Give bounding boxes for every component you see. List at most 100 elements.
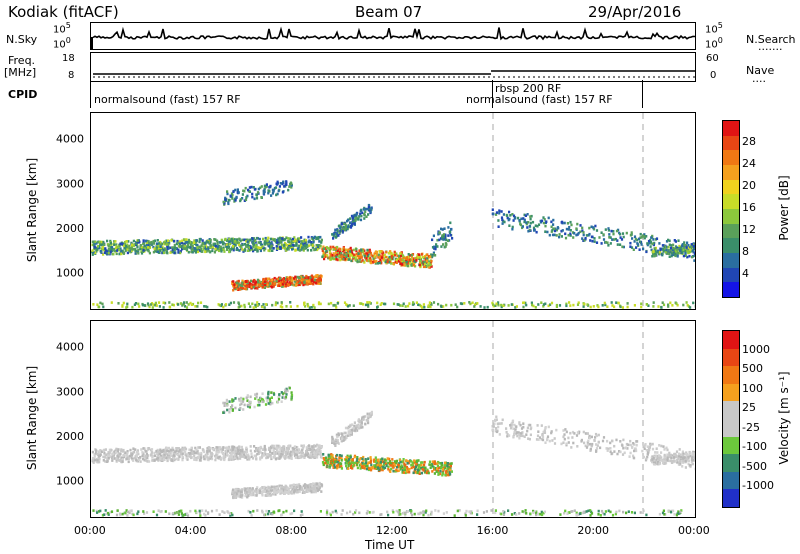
range-gate-cell xyxy=(364,415,367,418)
range-gate-cell xyxy=(264,277,267,281)
range-gate-cell xyxy=(309,282,312,285)
range-gate-cell xyxy=(285,453,288,456)
range-gate-cell xyxy=(426,256,429,260)
range-gate-cell xyxy=(144,459,147,462)
range-gate-cell xyxy=(352,429,355,432)
range-gate-cell xyxy=(349,258,352,261)
range-gate-cell xyxy=(142,457,145,461)
range-gate-cell xyxy=(450,228,453,231)
range-gate-cell xyxy=(146,241,149,244)
range-gate-cell xyxy=(672,243,675,247)
range-gate-cell xyxy=(160,243,163,246)
range-gate-cell xyxy=(262,246,265,250)
range-gate-cell xyxy=(243,453,246,456)
range-gate-cell xyxy=(303,491,306,494)
range-gate-cell xyxy=(443,464,446,467)
range-gate-cell xyxy=(202,245,205,249)
range-gate-cell xyxy=(449,221,452,225)
range-gate-cell xyxy=(555,428,558,432)
range-gate-cell xyxy=(191,248,194,251)
range-gate-cell xyxy=(352,220,355,223)
range-gate-cell xyxy=(378,261,382,265)
range-gate-cell xyxy=(565,302,568,306)
range-gate-cell xyxy=(258,237,261,241)
range-gate-cell xyxy=(369,456,372,459)
range-gate-cell xyxy=(232,488,235,492)
range-gate-cell xyxy=(650,236,653,239)
range-gate-cell xyxy=(213,250,216,254)
range-gate-cell xyxy=(330,301,333,305)
range-gate-cell xyxy=(266,398,269,402)
range-gate-cell xyxy=(450,303,453,307)
range-gate-cell xyxy=(289,237,292,240)
range-gate-cell xyxy=(91,249,94,252)
range-gate-cell xyxy=(264,448,267,451)
range-gate-cell xyxy=(234,492,237,495)
range-gate-cell xyxy=(419,461,423,464)
range-gate-cell xyxy=(441,235,444,239)
range-gate-cell xyxy=(109,245,112,249)
range-gate-cell xyxy=(102,253,105,256)
range-gate-cell xyxy=(633,235,637,238)
range-gate-cell xyxy=(134,252,137,255)
range-gate-cell xyxy=(205,245,208,248)
range-gate-cell xyxy=(183,244,186,248)
range-gate-cell xyxy=(259,241,262,245)
range-gate-cell xyxy=(319,235,322,239)
range-gate-cell xyxy=(122,301,125,305)
range-gate-cell xyxy=(221,242,225,246)
range-gate-cell xyxy=(328,256,331,260)
range-gate-cell xyxy=(91,240,94,244)
range-gate-cell xyxy=(148,246,151,249)
range-gate-cell xyxy=(671,304,674,307)
range-gate-cell xyxy=(251,247,254,251)
range-gate-cell xyxy=(209,457,212,460)
range-gate-cell xyxy=(553,233,556,237)
range-gate-cell xyxy=(350,259,353,263)
range-gate-cell xyxy=(662,303,666,307)
range-gate-cell xyxy=(238,305,241,308)
range-gate-cell xyxy=(366,259,369,262)
range-gate-cell xyxy=(419,261,422,265)
range-gate-cell xyxy=(329,257,333,261)
range-gate-cell xyxy=(172,457,175,460)
range-gate-cell xyxy=(340,222,344,226)
range-gate-cell xyxy=(389,464,392,467)
range-gate-cell xyxy=(685,246,688,249)
range-gate-cell xyxy=(228,250,231,254)
range-gate-cell xyxy=(360,256,363,259)
range-gate-cell xyxy=(342,257,345,261)
range-gate-cell xyxy=(228,240,231,243)
range-gate-cell xyxy=(322,457,325,460)
range-gate-cell xyxy=(292,483,295,487)
range-gate-cell xyxy=(388,457,391,461)
range-gate-cell xyxy=(236,248,239,252)
range-gate-cell xyxy=(124,249,127,253)
range-gate-cell xyxy=(173,246,177,249)
range-gate-cell xyxy=(269,284,272,288)
range-gate-cell xyxy=(275,279,278,283)
range-gate-cell xyxy=(269,247,272,250)
range-gate-cell xyxy=(205,240,208,244)
range-gate-cell xyxy=(322,251,325,255)
range-gate-cell xyxy=(257,280,260,284)
range-gate-cell xyxy=(331,454,334,457)
range-gate-cell xyxy=(617,301,620,305)
range-gate-cell xyxy=(377,458,380,462)
range-gate-cell xyxy=(104,460,107,463)
range-gate-cell xyxy=(177,450,180,453)
range-gate-cell xyxy=(343,228,346,232)
range-gate-cell xyxy=(249,238,252,241)
range-gate-cell xyxy=(282,445,285,449)
range-gate-cell xyxy=(135,453,138,457)
range-gate-cell xyxy=(647,304,650,307)
range-gate-cell xyxy=(577,231,580,235)
range-gate-cell xyxy=(170,454,173,457)
range-gate-cell xyxy=(443,466,446,470)
range-gate-cell xyxy=(194,251,197,254)
range-gate-cell xyxy=(256,191,260,194)
range-gate-cell xyxy=(686,304,689,307)
range-gate-cell xyxy=(109,239,112,243)
range-gate-cell xyxy=(263,446,266,449)
range-gate-cell xyxy=(276,449,279,452)
